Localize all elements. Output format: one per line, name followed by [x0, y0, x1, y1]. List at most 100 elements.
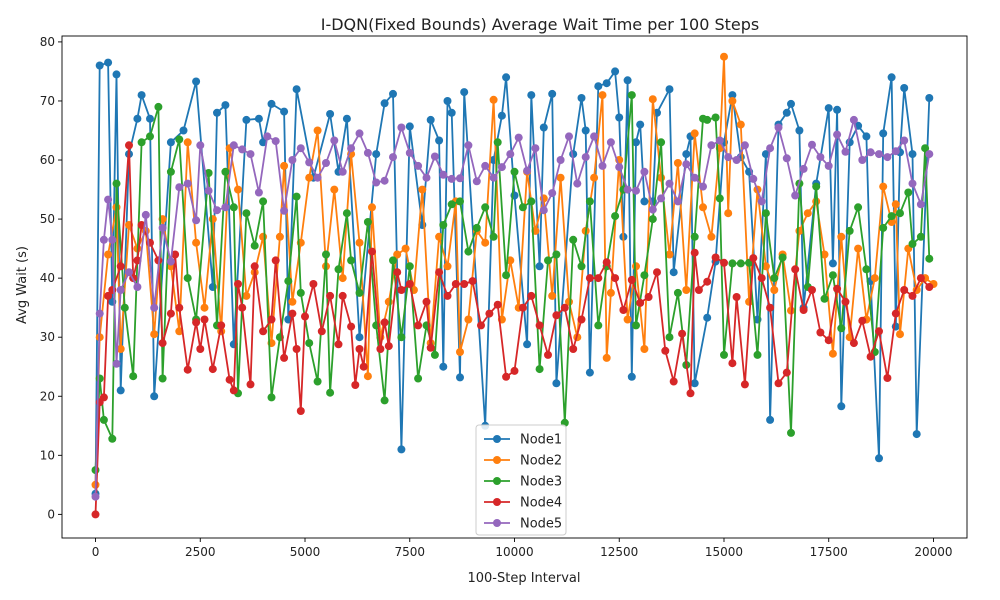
data-point-node5: [791, 191, 800, 200]
data-point-node3: [397, 333, 406, 342]
data-point-node5: [263, 132, 272, 141]
data-point-node5: [104, 195, 113, 204]
data-point-node3: [112, 179, 121, 188]
data-point-node3: [447, 200, 456, 209]
data-point-node4: [116, 262, 125, 271]
data-point-node5: [565, 132, 573, 141]
data-point-node4: [577, 315, 586, 324]
data-point-node1: [703, 313, 712, 322]
data-point-node2: [665, 250, 674, 259]
data-point-node2: [640, 345, 649, 353]
data-point-node4: [250, 262, 259, 271]
data-point-node4: [875, 327, 883, 336]
data-point-node3: [259, 197, 268, 206]
data-point-node3: [703, 115, 712, 124]
data-point-node3: [711, 113, 720, 122]
data-point-node2: [720, 52, 728, 61]
data-point-node3: [594, 321, 603, 330]
data-point-node5: [192, 216, 201, 225]
data-point-node2: [401, 244, 410, 253]
data-point-node3: [778, 253, 787, 262]
data-point-node4: [380, 318, 389, 327]
data-point-node3: [322, 250, 330, 259]
data-point-node1: [833, 105, 842, 114]
data-point-node5: [699, 182, 707, 191]
data-point-node5: [615, 163, 624, 172]
data-point-node5: [808, 140, 816, 149]
data-point-node1: [887, 73, 896, 82]
data-point-node4: [259, 327, 268, 336]
legend-label-node4: Node4: [520, 496, 562, 511]
data-point-node5: [715, 136, 724, 145]
data-point-node5: [581, 153, 590, 162]
data-point-node3: [439, 221, 448, 229]
data-point-node1: [912, 430, 921, 439]
data-point-node4: [393, 268, 402, 277]
data-point-node1: [690, 379, 699, 388]
data-point-node3: [753, 350, 762, 359]
data-point-node5: [133, 283, 142, 291]
data-point-node3: [527, 197, 536, 206]
chart-title: I-DQN(Fixed Bounds) Average Wait Time pe…: [321, 15, 760, 34]
data-point-node1: [435, 136, 444, 145]
data-point-node4: [288, 309, 297, 318]
data-point-node4: [397, 286, 406, 294]
data-point-node5: [271, 137, 280, 146]
data-point-node4: [217, 321, 226, 330]
data-point-node2: [606, 288, 615, 297]
data-point-node2: [393, 250, 402, 259]
data-point-node5: [430, 152, 439, 161]
data-point-node5: [782, 154, 791, 163]
data-point-node4: [158, 339, 167, 348]
data-point-node1: [426, 115, 435, 124]
series-node4: [91, 141, 934, 519]
data-point-node2: [464, 315, 473, 324]
data-point-node4: [477, 321, 485, 330]
series-node1: [91, 58, 934, 498]
data-point-node4: [833, 284, 842, 293]
data-point-node3: [99, 415, 108, 424]
data-point-node3: [879, 223, 888, 232]
data-point-node4: [485, 309, 494, 318]
legend: Node1 Node2 Node3 Node4 Node5: [475, 424, 567, 536]
data-point-node1: [259, 138, 268, 147]
data-point-node5: [497, 163, 506, 172]
data-point-node5: [833, 130, 842, 139]
y-tick-label: 20: [40, 389, 55, 403]
data-point-node5: [125, 268, 133, 277]
data-point-node3: [380, 396, 389, 405]
data-point-node5: [673, 197, 682, 206]
data-point-node4: [766, 303, 775, 312]
data-point-node4: [518, 303, 527, 312]
data-point-node5: [338, 167, 347, 176]
data-point-node3: [535, 365, 544, 374]
data-point-node2: [632, 262, 640, 271]
data-point-node2: [828, 349, 837, 358]
data-point-node4: [326, 291, 335, 300]
data-point-node2: [150, 330, 159, 339]
data-point-node3: [648, 215, 657, 224]
data-point-node4: [728, 359, 737, 368]
data-point-node1: [636, 120, 645, 129]
data-point-node1: [355, 333, 364, 342]
data-point-node5: [389, 153, 397, 162]
data-point-node3: [518, 203, 527, 212]
data-point-node4: [816, 328, 825, 337]
data-point-node1: [795, 126, 804, 135]
data-point-node5: [556, 156, 565, 164]
data-point-node5: [405, 148, 414, 157]
data-point-node3: [665, 333, 674, 342]
data-point-node4: [376, 345, 385, 353]
data-point-node4: [296, 407, 305, 415]
data-point-node2: [870, 274, 879, 283]
data-point-node2: [200, 303, 209, 312]
data-point-node1: [443, 97, 452, 105]
data-point-node5: [380, 176, 389, 185]
data-point-node3: [502, 271, 511, 280]
data-point-node1: [782, 108, 791, 117]
data-point-node1: [632, 138, 640, 147]
data-point-node2: [879, 182, 888, 191]
data-point-node5: [774, 123, 783, 132]
y-tick-label: 0: [47, 507, 55, 521]
data-point-node5: [665, 179, 674, 188]
